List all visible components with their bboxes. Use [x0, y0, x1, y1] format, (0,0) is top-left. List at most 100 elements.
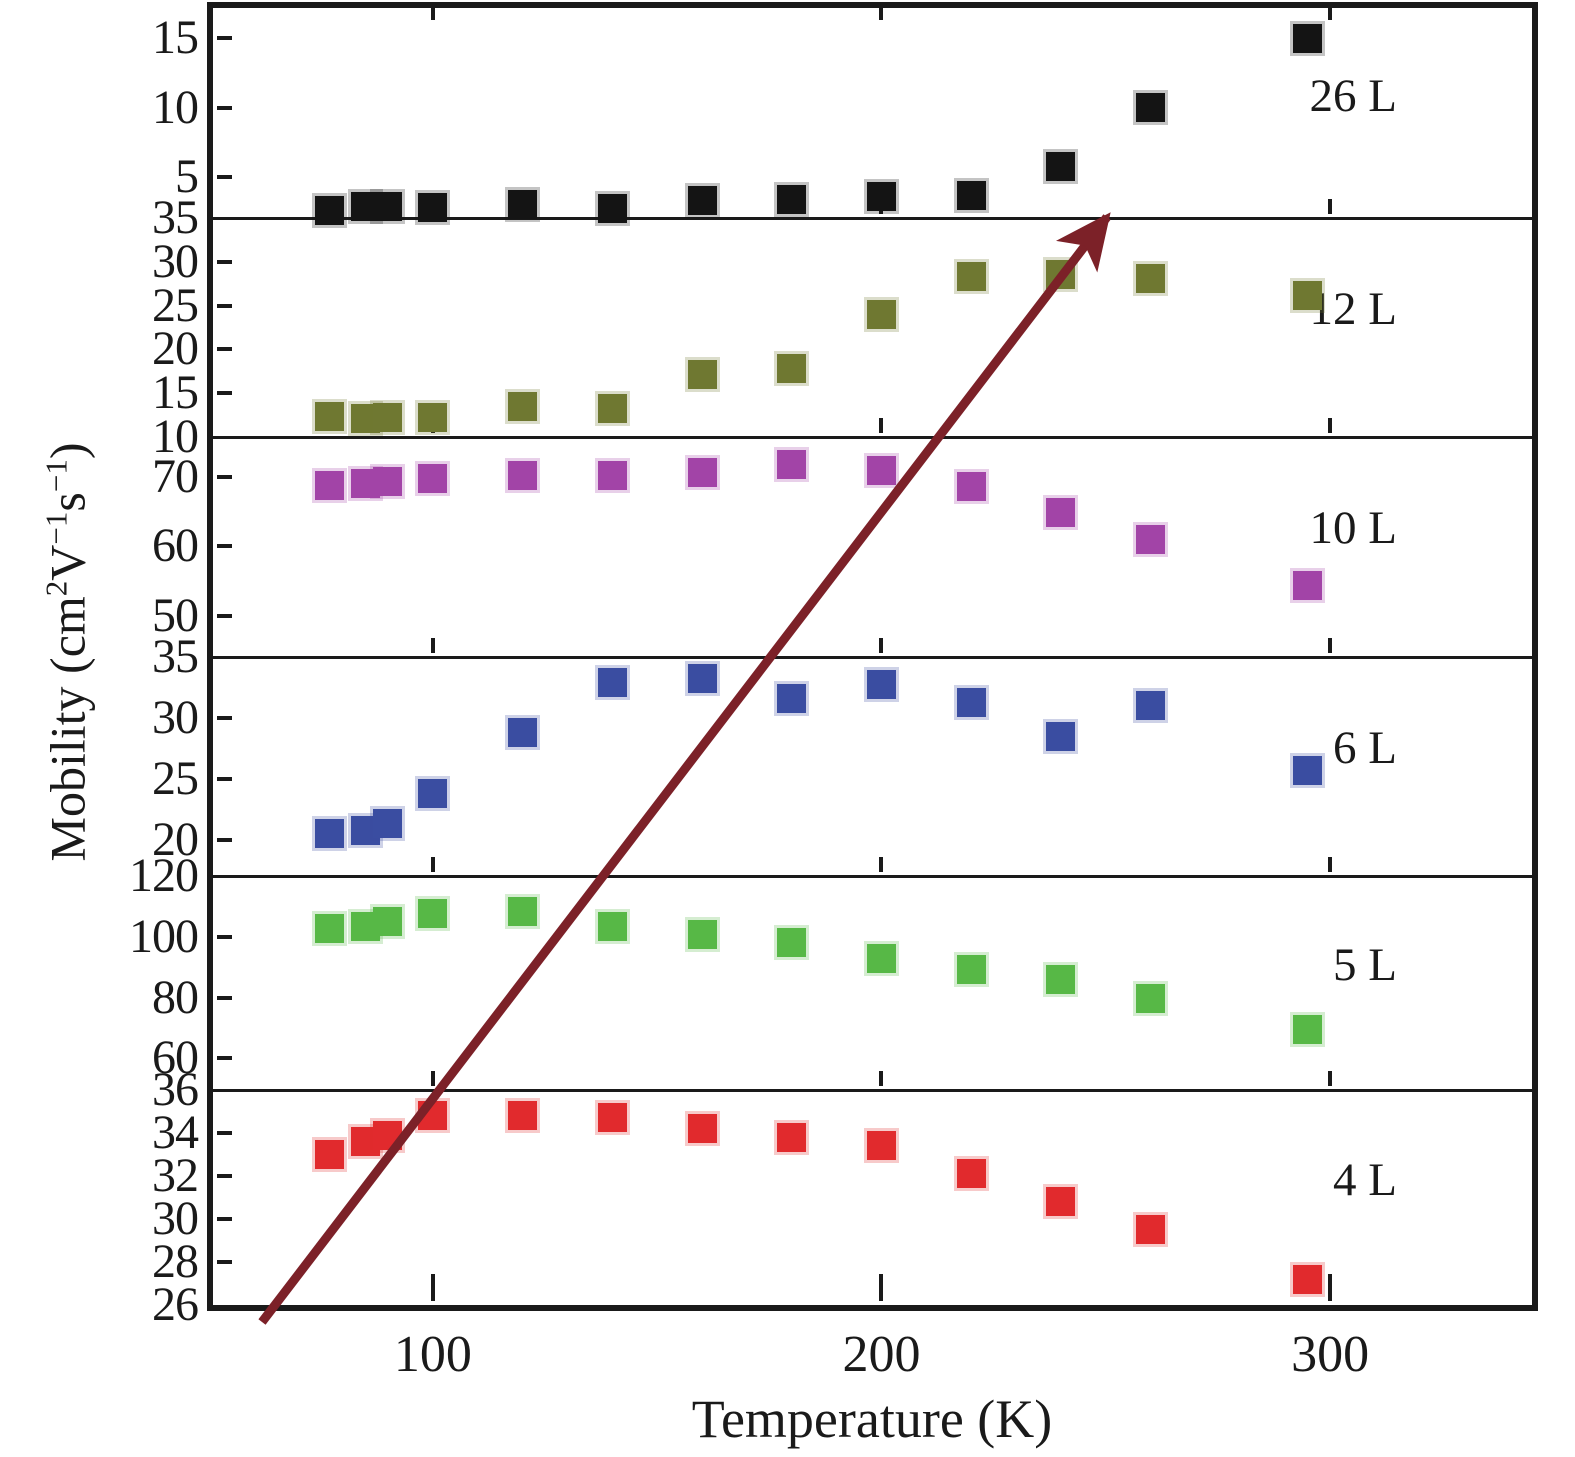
point-26L-160K — [684, 183, 720, 219]
x-tick-mark — [430, 857, 435, 872]
point-26L-240K — [1043, 148, 1079, 184]
x-tick-mark — [1328, 638, 1333, 653]
y-tick-label: 15 — [152, 366, 199, 420]
y-tick-label: 28 — [152, 1235, 199, 1288]
point-5L-120K — [505, 893, 541, 929]
point-10L-260K — [1133, 521, 1169, 557]
point-10L-180K — [774, 446, 810, 482]
point-26L-295K — [1290, 20, 1326, 56]
point-6L-220K — [953, 684, 989, 720]
y-tick-mark — [217, 1056, 232, 1061]
x-tick-mark — [879, 1274, 884, 1301]
y-tick-label: 5 — [175, 150, 199, 204]
y-tick-label: 80 — [152, 970, 199, 1024]
point-26L-260K — [1133, 90, 1169, 126]
point-12L-160K — [684, 357, 720, 393]
panel-boundary-line — [213, 655, 1532, 659]
series-label-6L: 6 L — [1333, 722, 1397, 774]
y-tick-label: 34 — [152, 1106, 199, 1159]
series-label-12L: 12 L — [1309, 283, 1397, 335]
y-tick-mark — [217, 544, 232, 549]
y-tick-mark — [217, 474, 232, 479]
series-label-26L: 26 L — [1309, 70, 1397, 122]
point-4L-295K — [1290, 1261, 1326, 1297]
point-5L-180K — [774, 924, 810, 960]
x-tick-mark-top — [1328, 8, 1333, 20]
y-tick-mark — [217, 303, 232, 308]
y-tick-label: 30 — [152, 234, 199, 288]
point-26L-77K — [312, 192, 348, 228]
y-tick-label: 36 — [152, 1063, 199, 1116]
y-tick-mark — [217, 995, 232, 1000]
panel-boundary-line — [213, 435, 1532, 439]
point-4L-200K — [863, 1128, 899, 1164]
point-6L-120K — [505, 714, 541, 750]
point-4L-77K — [312, 1137, 348, 1172]
x-tick-mark — [1328, 1071, 1333, 1086]
y-tick-label: 120 — [129, 849, 199, 902]
point-6L-90K — [370, 806, 406, 842]
point-12L-220K — [953, 259, 989, 295]
point-12L-77K — [312, 399, 348, 435]
x-tick-mark — [1328, 418, 1333, 433]
series-label-4L: 4 L — [1333, 1154, 1397, 1206]
y-tick-label: 35 — [152, 191, 199, 244]
y-tick-label: 30 — [152, 1192, 199, 1245]
point-12L-140K — [594, 391, 630, 427]
point-5L-140K — [594, 908, 630, 944]
y-tick-label: 50 — [152, 588, 199, 642]
y-tick-label: 10 — [152, 80, 199, 134]
point-12L-200K — [863, 296, 899, 332]
point-10L-100K — [415, 461, 451, 497]
y-tick-mark — [217, 934, 232, 939]
x-tick-mark — [1328, 1274, 1333, 1301]
point-4L-160K — [684, 1111, 720, 1147]
x-tick-mark — [879, 638, 884, 653]
x-tick-mark — [430, 1071, 435, 1086]
y-tick-label: 35 — [152, 630, 199, 683]
point-4L-220K — [953, 1156, 989, 1192]
point-10L-295K — [1290, 567, 1326, 603]
point-6L-240K — [1043, 718, 1079, 754]
y-tick-mark — [217, 391, 232, 396]
y-tick-label: 70 — [152, 449, 199, 503]
x-tick-mark — [1328, 199, 1333, 214]
x-tick-mark — [430, 1274, 435, 1301]
y-tick-mark — [217, 776, 232, 781]
point-12L-100K — [415, 400, 451, 436]
point-6L-260K — [1133, 688, 1169, 724]
y-tick-mark — [217, 347, 232, 352]
point-26L-90K — [370, 188, 406, 224]
y-tick-label: 20 — [152, 812, 199, 866]
point-10L-120K — [505, 458, 541, 494]
point-5L-260K — [1133, 980, 1169, 1016]
point-10L-160K — [684, 455, 720, 490]
point-26L-220K — [953, 177, 989, 213]
y-tick-label: 25 — [152, 278, 199, 332]
y-tick-label: 32 — [152, 1149, 199, 1202]
point-26L-200K — [863, 179, 899, 214]
x-tick-mark-top — [879, 8, 884, 20]
point-10L-140K — [594, 458, 630, 494]
point-12L-90K — [370, 400, 406, 436]
x-tick-mark — [879, 418, 884, 433]
point-4L-240K — [1043, 1184, 1079, 1220]
point-6L-295K — [1290, 752, 1326, 788]
x-tick-label: 200 — [842, 1326, 921, 1383]
y-tick-mark — [217, 36, 232, 41]
y-tick-mark — [217, 1174, 232, 1178]
panel-boundary-line — [213, 216, 1532, 220]
point-5L-220K — [953, 951, 989, 987]
y-tick-mark — [217, 175, 232, 180]
point-10L-240K — [1043, 495, 1079, 531]
point-12L-240K — [1043, 256, 1079, 292]
y-tick-mark — [217, 105, 232, 110]
x-tick-label: 300 — [1291, 1326, 1370, 1383]
y-tick-label: 60 — [152, 519, 199, 573]
point-5L-240K — [1043, 962, 1079, 998]
point-4L-100K — [415, 1098, 451, 1134]
point-10L-77K — [312, 467, 348, 503]
point-5L-100K — [415, 895, 451, 931]
point-12L-180K — [774, 351, 810, 387]
